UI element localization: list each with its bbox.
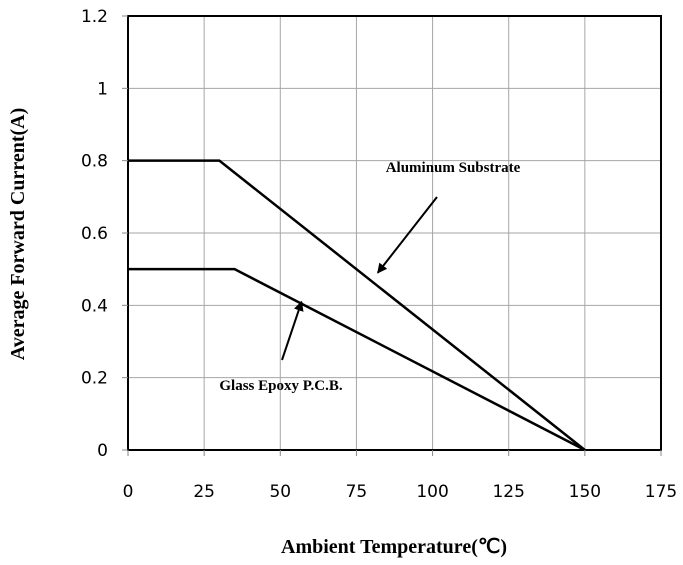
x-tick-label: 175 (645, 482, 677, 502)
x-tick-label: 0 (123, 482, 134, 502)
x-axis-ticks: 0 25 50 75 100 125 150 175 (123, 450, 677, 502)
x-tick-label: 75 (346, 482, 368, 502)
annotation-arrow-aluminum (376, 196, 438, 274)
y-tick-label: 0.4 (81, 296, 108, 316)
y-tick-label: 0.2 (81, 369, 108, 389)
y-tick-label: 1 (97, 79, 108, 99)
grid-lines (128, 16, 661, 450)
series-line-glass-epoxy-pcb (128, 267, 586, 452)
x-axis-label: Ambient Temperature(℃) (281, 536, 507, 558)
y-tick-label: 0 (97, 441, 108, 461)
series-line-aluminum-substrate (128, 159, 586, 451)
x-tick-label: 50 (269, 482, 291, 502)
annotations: Aluminum Substrate Glass Epoxy P.C.B. (219, 160, 520, 394)
x-tick-label: 25 (193, 482, 215, 502)
y-axis-label: Average Forward Current(A) (7, 108, 29, 361)
annotation-aluminum-substrate: Aluminum Substrate (386, 160, 521, 176)
series-lines (128, 159, 586, 452)
x-tick-label: 150 (569, 482, 601, 502)
annotation-arrow-glass-epoxy (281, 300, 304, 361)
y-tick-label: 0.6 (81, 224, 108, 244)
y-tick-label: 0.8 (81, 152, 108, 172)
annotation-glass-epoxy-pcb: Glass Epoxy P.C.B. (219, 378, 342, 394)
y-tick-label: 1.2 (81, 7, 108, 27)
y-axis-ticks: 0 0.2 0.4 0.6 0.8 1 1.2 (81, 7, 128, 461)
x-tick-label: 125 (492, 482, 524, 502)
x-tick-label: 100 (416, 482, 448, 502)
